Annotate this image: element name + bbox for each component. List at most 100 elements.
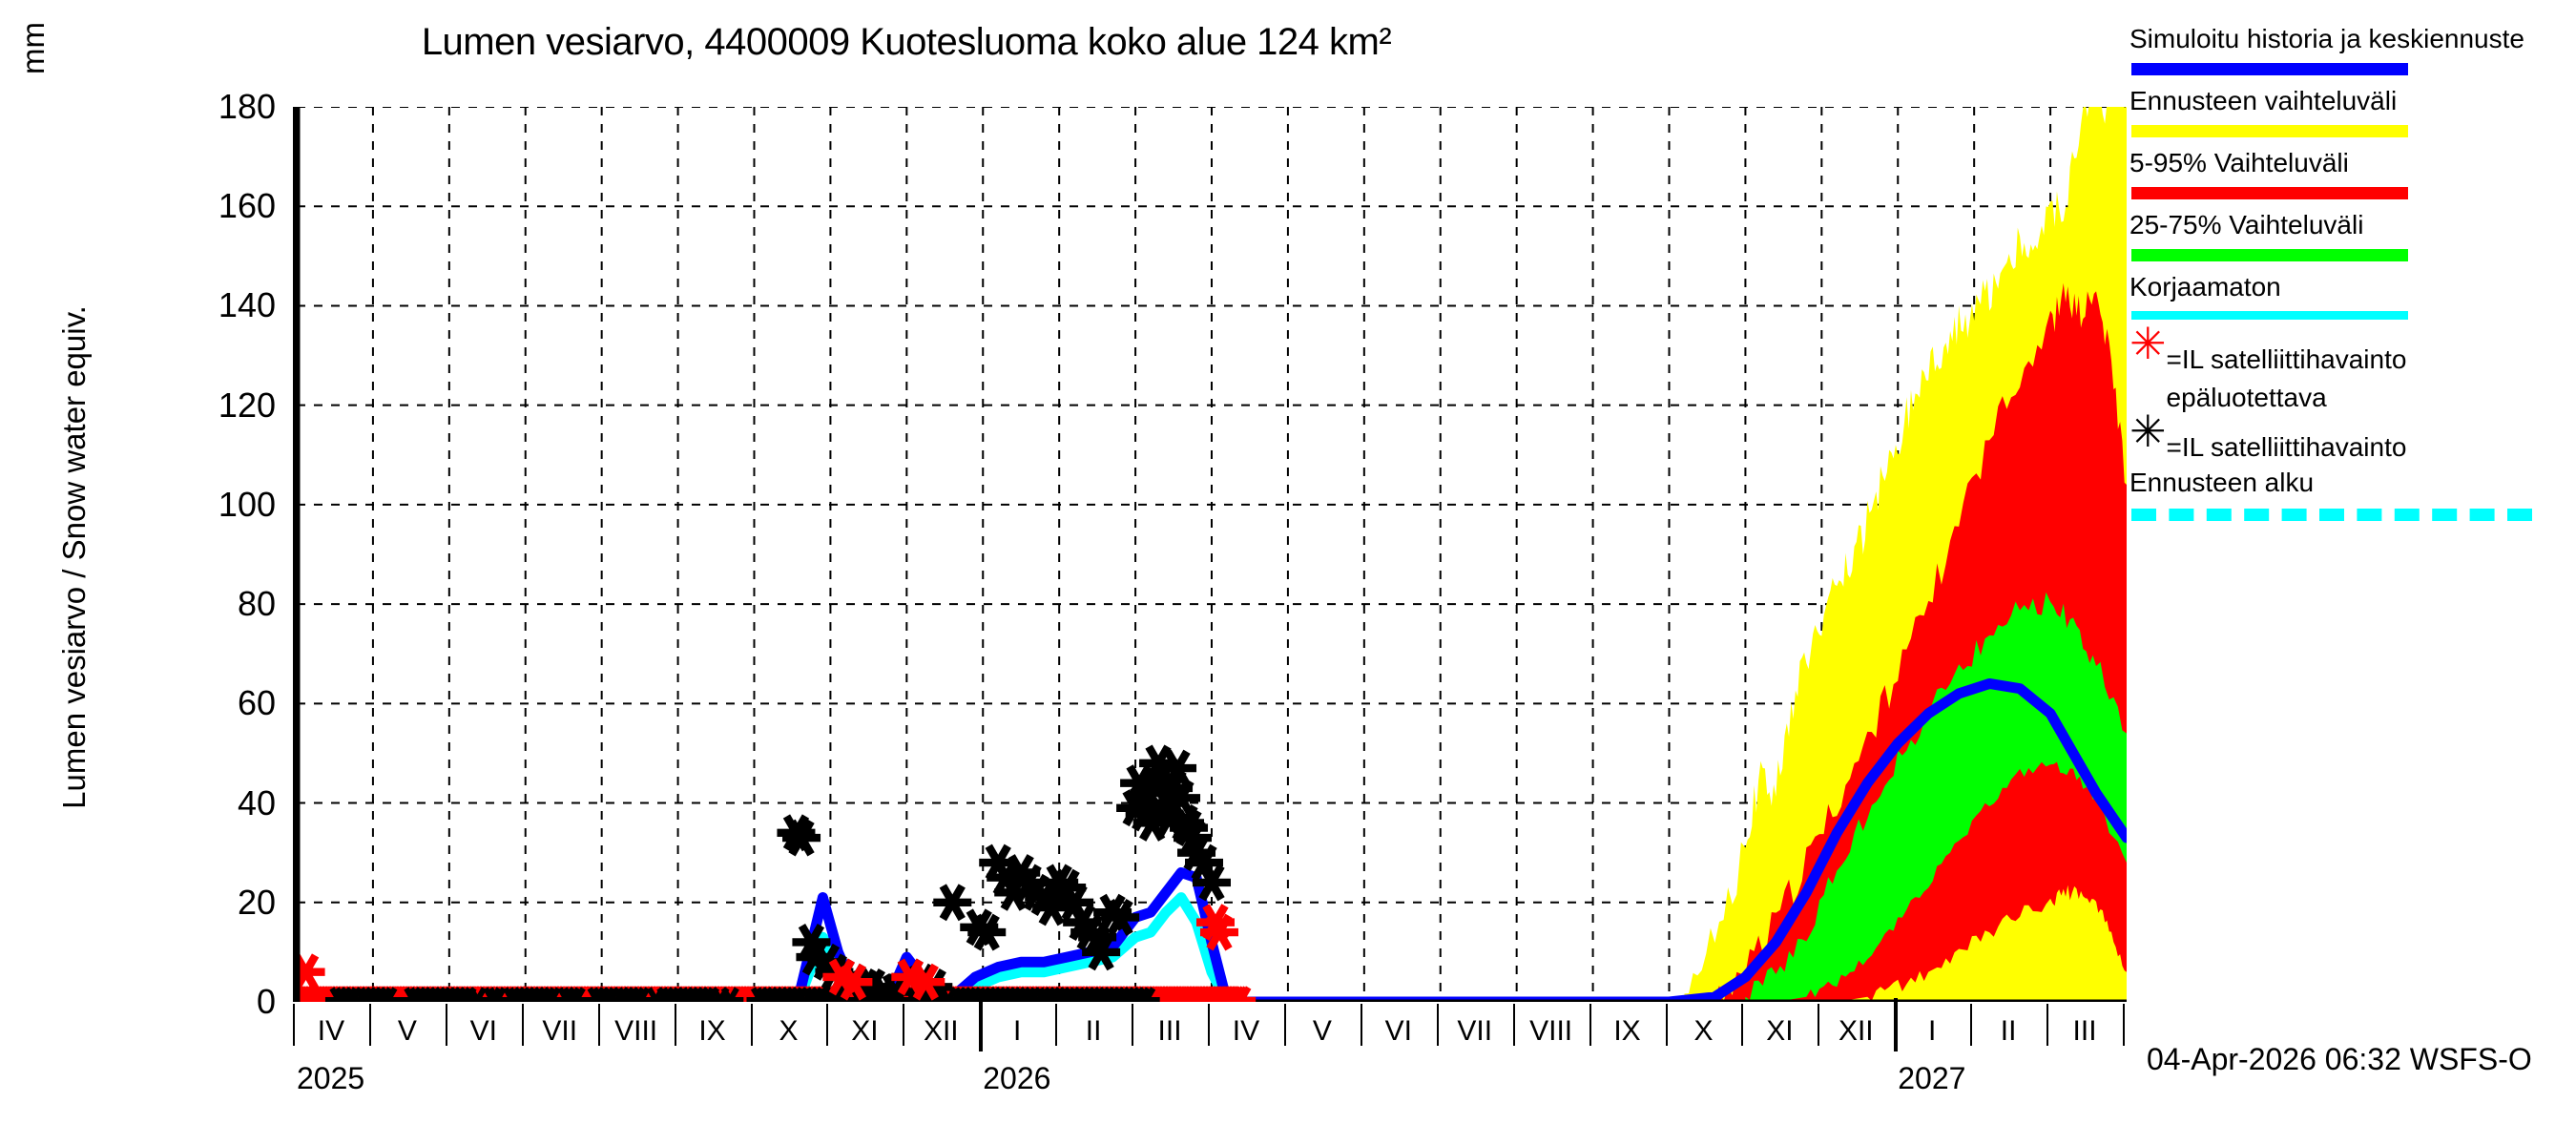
legend-swatch-p25_75 [2131, 249, 2408, 261]
y-tick-label: 140 [218, 285, 276, 325]
sat-observation-marker [1082, 933, 1121, 971]
x-tick-label: II [2000, 1015, 2017, 1047]
y-tick-label: 180 [218, 87, 276, 126]
legend-swatch-p5_95 [2131, 187, 2408, 199]
x-tick-separator [674, 1004, 676, 1046]
sat-observation-marker [1101, 898, 1140, 936]
x-tick-separator [979, 998, 984, 1051]
x-tick-separator [597, 1004, 600, 1046]
x-tick-separator [2046, 1004, 2049, 1046]
legend-entry-sat_unreliable: ✳ =IL satelliittihavainto epäluotettava [2129, 318, 2576, 417]
legend-label-sat_obs: =IL satelliittihavainto [2166, 432, 2407, 462]
x-tick-label: II [1085, 1015, 1102, 1047]
y-tick-label: 100 [218, 484, 276, 524]
x-tick-label: VI [469, 1015, 497, 1047]
x-tick-separator [1589, 1004, 1591, 1046]
timestamp: 04-Apr-2026 06:32 WSFS-O [2147, 1042, 2532, 1076]
legend-label-p25_75: 25-75% Vaihteluväli [2129, 210, 2364, 239]
chart-canvas [297, 107, 2127, 1002]
legend-swatch-range [2131, 125, 2408, 137]
x-tick-separator [1283, 1004, 1286, 1046]
y-tick-label: 80 [237, 584, 276, 624]
x-axis-year-label: 2025 [297, 1061, 365, 1095]
x-tick-separator [521, 1004, 524, 1046]
x-tick-separator [1665, 1004, 1668, 1046]
x-tick-label: IV [1232, 1015, 1260, 1047]
x-axis-year-label: 2026 [983, 1061, 1051, 1095]
x-tick-label: I [1928, 1015, 1937, 1047]
x-tick-separator [293, 1004, 295, 1046]
x-tick-label: VI [1384, 1015, 1412, 1047]
x-tick-label: VIII [1529, 1015, 1573, 1047]
plot-area [293, 107, 2127, 1002]
x-tick-separator [1970, 1004, 1973, 1046]
legend-swatch-forecast_start [2131, 509, 2532, 521]
chart-title: Lumen vesiarvo, 4400009 Kuotesluoma koko… [421, 21, 1392, 63]
legend-swatch-mean [2131, 63, 2408, 75]
x-tick-separator [2123, 1004, 2125, 1046]
line-mean [297, 677, 2127, 1002]
x-tick-separator [1360, 1004, 1362, 1046]
asterisk-icon: ✳ [2129, 318, 2167, 369]
x-tick-label: XII [1838, 1015, 1874, 1047]
x-tick-label: XI [1766, 1015, 1794, 1047]
chart-legend: Simuloitu historia ja keskiennuste Ennust… [2129, 23, 2576, 525]
legend-swatch-uncorrected [2131, 311, 2408, 320]
x-tick-label: III [1157, 1015, 1182, 1047]
x-tick-label: XII [923, 1015, 959, 1047]
legend-entry-sat_obs: ✳ =IL satelliittihavainto [2129, 406, 2576, 467]
zero-marker-sat [1132, 987, 1160, 1002]
x-tick-label: VII [542, 1015, 578, 1047]
x-tick-separator [903, 1004, 905, 1046]
x-tick-separator [1436, 1004, 1439, 1046]
x-tick-separator [1512, 1004, 1515, 1046]
sat-observation-marker [1193, 864, 1231, 902]
y-tick-label: 20 [237, 882, 276, 922]
x-tick-label: V [1312, 1015, 1332, 1047]
x-tick-separator [368, 1004, 371, 1046]
x-tick-label: I [1013, 1015, 1022, 1047]
x-tick-label: X [779, 1015, 799, 1047]
y-tick-label: 120 [218, 385, 276, 425]
x-tick-label: III [2072, 1015, 2097, 1047]
x-axis: IV V VI VII VIII IX X XI XII I II III IV V VI VII VIII IX… [293, 998, 2125, 1145]
legend-label-range: Ennusteen vaihteluväli [2129, 86, 2398, 115]
y-tick-label: 160 [218, 186, 276, 226]
x-tick-label: IX [1613, 1015, 1641, 1047]
zero-marker-unreliable [1227, 986, 1257, 1002]
x-tick-label: VIII [614, 1015, 658, 1047]
x-tick-separator [1055, 1004, 1058, 1046]
legend-label-uncorrected: Korjaamaton [2129, 272, 2281, 302]
x-tick-separator [1208, 1004, 1210, 1046]
legend-label-forecast_start: Ennusteen alku [2129, 468, 2315, 497]
sat-observation-marker [1158, 749, 1197, 787]
zero-marker-sat [717, 987, 744, 1002]
legend-label-sat_unreliable: =IL satelliittihavainto epäluotettava [2166, 344, 2407, 412]
x-tick-label: VII [1457, 1015, 1493, 1047]
x-tick-separator [1741, 1004, 1744, 1046]
asterisk-icon: ✳ [2129, 406, 2167, 457]
band-p5-p95 [1714, 282, 2127, 1002]
sat-observation-marker [933, 884, 972, 922]
sat-observation-marker [967, 913, 1007, 951]
y-tick-label: 40 [237, 782, 276, 822]
x-tick-separator [1894, 998, 1899, 1051]
sat-unreliable-marker [906, 963, 945, 1001]
sat-unreliable-marker [1199, 913, 1238, 951]
x-tick-separator [1132, 1004, 1134, 1046]
zero-marker-sat [374, 987, 402, 1002]
sat-unreliable-marker [834, 963, 873, 1001]
y-tick-label: 60 [237, 683, 276, 723]
y-tick-label: 0 [256, 982, 276, 1021]
legend-label-p5_95: 5-95% Vaihteluväli [2129, 148, 2349, 177]
x-tick-separator [826, 1004, 829, 1046]
x-tick-separator [1818, 1004, 1820, 1046]
x-tick-label: X [1693, 1015, 1714, 1047]
x-axis-year-label: 2027 [1898, 1061, 1966, 1095]
x-tick-label: IX [698, 1015, 726, 1047]
x-tick-separator [750, 1004, 753, 1046]
legend-label-mean: Simuloitu historia ja keskiennuste [2129, 24, 2524, 53]
sat-observation-marker [782, 819, 821, 857]
x-tick-separator [445, 1004, 447, 1046]
x-tick-label: IV [317, 1015, 345, 1047]
